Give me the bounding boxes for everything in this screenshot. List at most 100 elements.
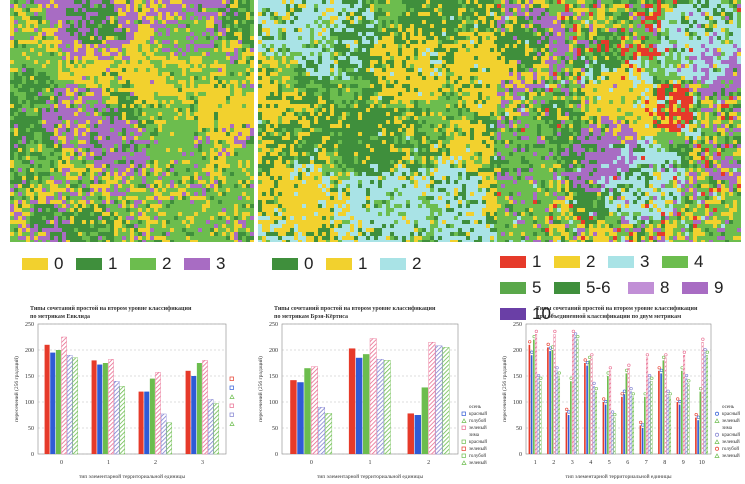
legend-marker xyxy=(229,385,234,390)
bar xyxy=(325,413,333,455)
legend-label: 1 xyxy=(108,254,118,273)
bar xyxy=(144,391,150,454)
bar-marker xyxy=(569,376,573,380)
legend-item: 2 xyxy=(554,253,595,271)
bar xyxy=(701,342,704,455)
bar xyxy=(588,360,591,454)
legend-label: зима xyxy=(722,426,733,431)
bar xyxy=(414,415,422,454)
bar-marker xyxy=(631,392,635,396)
x-tick-label: 7 xyxy=(645,460,648,466)
bar xyxy=(658,370,660,454)
x-tick-label: 2 xyxy=(154,460,157,466)
legend-marker xyxy=(461,418,467,423)
x-axis-label: тип элементарной территориальной единицы xyxy=(317,473,423,480)
x-tick-label: 1 xyxy=(107,460,110,466)
legend-swatch xyxy=(184,258,210,270)
legend-label: голубой xyxy=(469,419,486,424)
bar xyxy=(61,336,67,455)
y-tick-label: 50 xyxy=(516,426,522,432)
x-tick-label: 8 xyxy=(663,460,666,466)
y-tick-label: 100 xyxy=(25,400,34,406)
bar-marker xyxy=(622,389,627,393)
legend-item: 10 xyxy=(500,305,551,323)
bar xyxy=(547,347,549,454)
bar xyxy=(613,417,616,455)
y-tick-label: 250 xyxy=(513,322,522,328)
bar-marker xyxy=(680,366,684,370)
bar-marker xyxy=(571,329,575,334)
map-metric-2 xyxy=(258,0,502,242)
bar xyxy=(383,360,391,455)
bar xyxy=(355,357,363,454)
bar-marker xyxy=(703,347,707,352)
bar xyxy=(297,382,304,454)
x-tick-label: 6 xyxy=(626,460,629,466)
bar-marker xyxy=(553,329,557,334)
legend-swatch xyxy=(130,258,156,270)
bar xyxy=(676,402,679,454)
bar-marker xyxy=(530,350,534,354)
bar xyxy=(705,355,709,455)
y-tick-label: 250 xyxy=(25,322,34,328)
bar xyxy=(683,355,686,455)
map-metric-1 xyxy=(10,0,254,242)
legend-label: 1 xyxy=(532,252,542,271)
y-tick-label: 0 xyxy=(31,452,34,458)
bar-marker xyxy=(696,415,701,419)
bar-marker xyxy=(647,373,652,378)
legend-swatch xyxy=(682,282,708,294)
bar xyxy=(311,366,318,455)
bar-marker xyxy=(557,371,561,375)
legend-label: 2 xyxy=(162,254,172,273)
bar-marker xyxy=(629,386,633,391)
bar xyxy=(648,378,651,455)
legend-swatch xyxy=(662,256,688,268)
legend-marker xyxy=(229,403,234,408)
bar-marker xyxy=(657,366,661,370)
bar xyxy=(662,360,665,454)
legend-marker xyxy=(461,446,466,451)
legend-label: 5-6 xyxy=(586,278,611,297)
map-combined-image xyxy=(497,0,741,242)
map-combined xyxy=(497,0,741,242)
legend-item: 9 xyxy=(682,279,723,297)
bar xyxy=(678,404,681,454)
legend-swatch xyxy=(22,258,48,270)
bar xyxy=(623,394,625,454)
bar-marker xyxy=(594,386,598,391)
y-tick-label: 50 xyxy=(28,426,34,432)
chart-combined: Типы сочетаний простой на втором уровне … xyxy=(496,302,745,484)
map-metric-1-image xyxy=(10,0,254,242)
bar xyxy=(611,414,614,455)
bar-marker xyxy=(659,368,664,372)
legend-marker xyxy=(461,425,466,430)
legend-marker xyxy=(715,432,719,437)
bar xyxy=(639,425,642,454)
bar xyxy=(55,350,61,454)
bar xyxy=(602,402,605,454)
legend-swatch xyxy=(500,282,526,294)
bar-marker xyxy=(567,410,571,414)
legend-label: зеленый xyxy=(722,440,740,445)
legend-item: 1 xyxy=(500,253,541,271)
y-tick-label: 0 xyxy=(275,452,278,458)
bar xyxy=(576,339,579,455)
legend-marker xyxy=(229,412,234,417)
legend-label: красный xyxy=(722,412,740,417)
chart-title: по метрикам Брэя-Кёртиса xyxy=(274,314,348,320)
bar-marker xyxy=(534,329,538,334)
bar-marker xyxy=(684,373,689,378)
x-axis-label: тип элементарной территориальной единицы xyxy=(565,473,671,480)
bar xyxy=(528,344,531,454)
bar xyxy=(604,404,607,454)
bar-marker xyxy=(583,358,587,362)
y-tick-label: 100 xyxy=(513,400,522,406)
bar-marker xyxy=(588,355,592,360)
bar-marker xyxy=(664,353,668,357)
chart-svg: Типы сочетаний простой на втором уровне … xyxy=(13,305,235,480)
legend-item: 8 xyxy=(628,279,669,297)
x-tick-label: 3 xyxy=(201,460,204,466)
bar xyxy=(549,351,551,454)
bar-marker xyxy=(687,379,691,383)
